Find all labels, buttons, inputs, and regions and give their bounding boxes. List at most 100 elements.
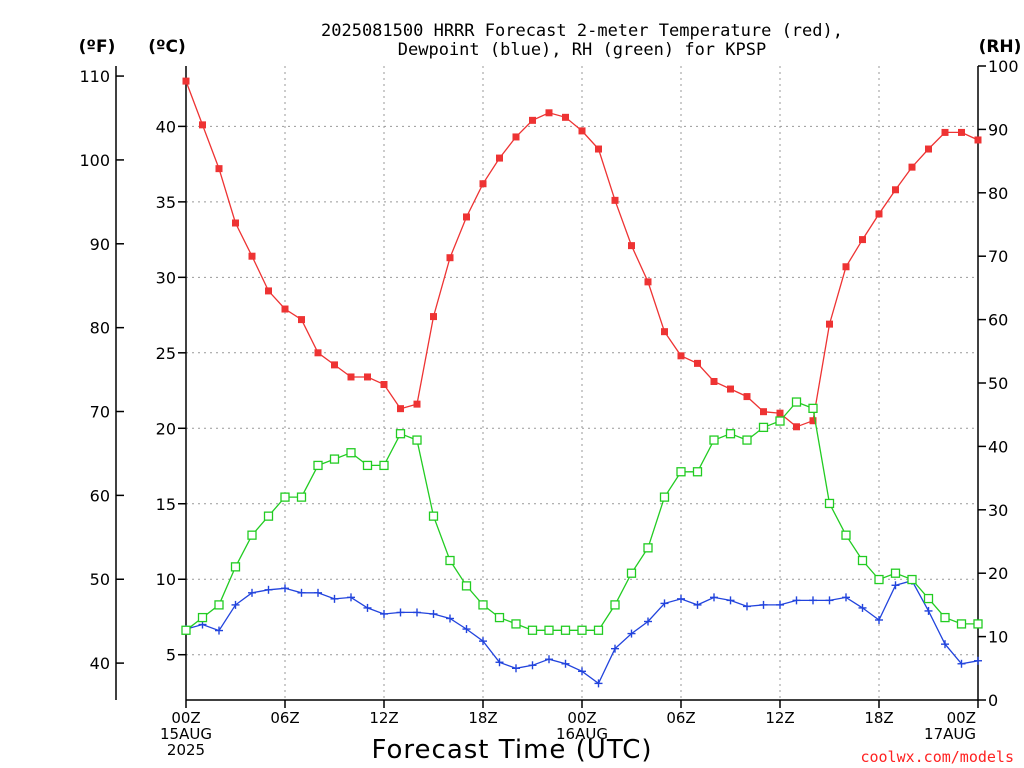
rh-point-17 — [461, 581, 472, 591]
temperature-point-42 — [875, 210, 883, 218]
dewpoint-point-20 — [512, 664, 520, 673]
dewpoint-point-31 — [693, 600, 702, 609]
dewpoint-point-12 — [380, 609, 388, 618]
data-series — [181, 77, 983, 688]
temperature-point-20 — [512, 133, 520, 141]
temperature-point-11 — [364, 373, 371, 381]
temperature-point-41 — [859, 236, 866, 244]
fahrenheit-tick-label-40: 40 — [90, 654, 110, 673]
rh-point-37 — [791, 397, 802, 407]
grid-lines — [186, 66, 978, 700]
temperature-point-18 — [479, 180, 487, 188]
dewpoint-point-32 — [710, 593, 718, 602]
dewpoint-point-34 — [743, 602, 751, 611]
rh-tick-label-70: 70 — [988, 247, 1008, 266]
temperature-point-23 — [562, 113, 569, 121]
dewpoint-point-36 — [776, 600, 784, 609]
dewpoint-point-16 — [446, 614, 454, 623]
rh-point-30 — [676, 467, 686, 477]
dewpoint-point-13 — [396, 608, 405, 617]
dewpoint-point-47 — [957, 659, 966, 668]
rh-point-23 — [560, 625, 571, 635]
credit-watermark: coolwx.com/models — [860, 748, 1014, 766]
dewpoint-point-25 — [594, 679, 603, 688]
dewpoint-point-18 — [479, 637, 487, 646]
dewpoint-point-5 — [264, 585, 273, 594]
temperature-point-43 — [892, 186, 899, 194]
dewpoint-point-3 — [231, 600, 240, 609]
rh-point-33 — [725, 429, 736, 439]
dewpoint-point-40 — [842, 593, 850, 602]
rh-point-15 — [428, 511, 439, 521]
dewpoint-point-15 — [429, 609, 438, 618]
celsius-tick-label-5: 5 — [166, 646, 176, 665]
rh-point-7 — [296, 492, 307, 502]
rh-point-11 — [362, 460, 373, 471]
temperature-point-24 — [578, 127, 586, 135]
rh-point-40 — [841, 530, 851, 540]
rh-point-41 — [857, 555, 868, 566]
rh-point-10 — [346, 448, 356, 458]
dewpoint-point-46 — [941, 640, 949, 649]
temperature-point-13 — [397, 405, 404, 413]
x-tick-label-12-0: 12Z — [369, 709, 398, 727]
temperature-point-7 — [298, 316, 305, 324]
rh-point-22 — [544, 625, 554, 635]
rh-point-8 — [313, 460, 323, 471]
temperature-point-27 — [628, 242, 635, 250]
rh-point-16 — [445, 555, 455, 566]
dewpoint-point-2 — [215, 626, 223, 635]
dewpoint-point-26 — [611, 644, 619, 653]
dewpoint-point-22 — [545, 655, 553, 664]
dewpoint-point-45 — [924, 606, 933, 615]
temperature-point-10 — [347, 373, 355, 381]
dewpoint-point-41 — [858, 603, 867, 612]
temperature-point-40 — [842, 263, 850, 271]
rh-point-4 — [247, 530, 257, 540]
rh-point-34 — [742, 435, 752, 445]
dewpoint-point-17 — [462, 625, 471, 634]
chart-title-line-1: 2025081500 HRRR Forecast 2-meter Tempera… — [321, 21, 843, 41]
dewpoint-point-33 — [726, 596, 735, 605]
temperature-point-46 — [941, 128, 949, 136]
rh-tick-label-50: 50 — [988, 374, 1008, 393]
fahrenheit-tick-label-60: 60 — [90, 486, 110, 505]
rh-tick-label-0: 0 — [988, 691, 998, 710]
temperature-point-21 — [529, 116, 536, 124]
rh-point-29 — [659, 492, 670, 502]
rh-tick-label-30: 30 — [988, 501, 1008, 520]
x-tick-label-18-0: 18Z — [468, 709, 497, 727]
dewpoint-point-23 — [561, 659, 570, 668]
x-axis-label: Forecast Time (UTC) — [371, 735, 652, 765]
temperature-point-28 — [644, 278, 652, 286]
fahrenheit-tick-label-100: 100 — [79, 151, 110, 170]
rh-point-26 — [610, 600, 620, 610]
rh-point-13 — [395, 429, 406, 439]
dewpoint-point-9 — [330, 594, 339, 603]
celsius-tick-label-20: 20 — [156, 419, 176, 438]
dewpoint-point-10 — [347, 593, 355, 602]
fahrenheit-tick-label-80: 80 — [90, 319, 110, 338]
rh-unit-label: (RH) — [979, 37, 1022, 57]
temperature-point-14 — [413, 400, 421, 408]
temperature-point-38 — [809, 417, 817, 425]
temperature-point-31 — [694, 359, 701, 367]
dewpoint-point-6 — [281, 584, 289, 593]
temperature-point-5 — [265, 287, 272, 295]
dewpoint-point-19 — [495, 658, 504, 667]
temperature-point-8 — [314, 349, 322, 357]
rh-point-28 — [643, 543, 653, 553]
x-tick-label-24-1: 16AUG — [556, 725, 608, 743]
temperature-point-1 — [199, 121, 206, 129]
rh-point-25 — [593, 625, 604, 635]
axes: 5101520253035404050607080901001100102030… — [79, 57, 1018, 759]
rh-point-19 — [494, 612, 505, 623]
rh-point-24 — [577, 625, 587, 635]
fahrenheit-tick-label-90: 90 — [90, 235, 110, 254]
rh-point-38 — [808, 403, 818, 414]
dewpoint-point-24 — [578, 667, 586, 676]
rh-point-18 — [478, 600, 488, 610]
temperature-point-4 — [248, 252, 256, 260]
rh-tick-label-20: 20 — [988, 564, 1008, 583]
dewpoint-point-48 — [974, 656, 982, 665]
